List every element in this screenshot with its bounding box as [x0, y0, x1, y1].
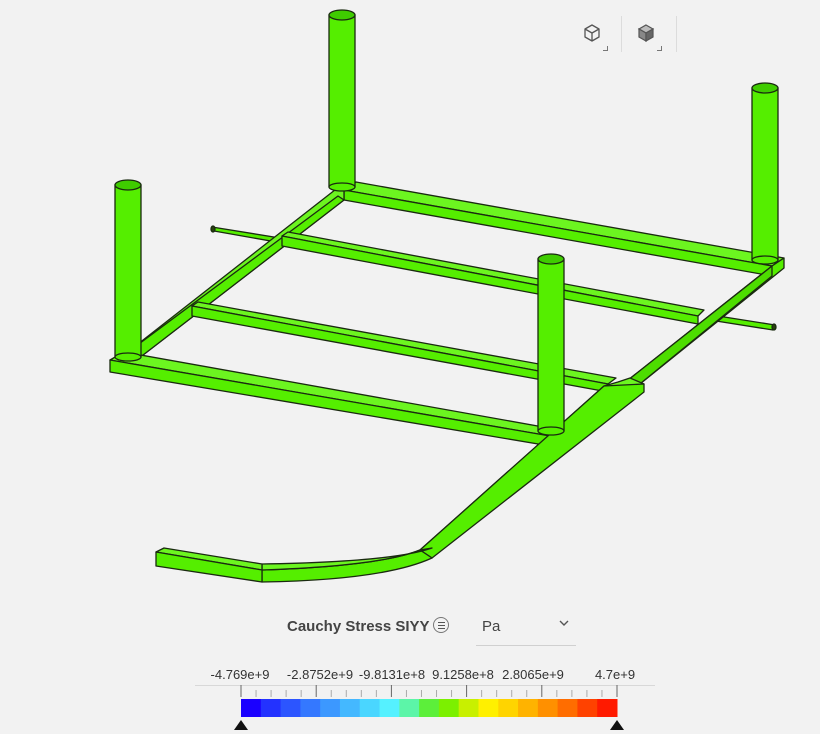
legend-color-swatch	[419, 699, 440, 717]
legend-tick-label: -4.769e+9	[210, 667, 270, 682]
legend-color-swatch	[478, 699, 499, 717]
rod-right	[715, 315, 777, 331]
legend-scale-labels: -4.769e+9 -2.8752e+9 -9.8131e+8 9.1258e+8 2.…	[195, 667, 655, 686]
legend-tick-label: 2.8065e+9	[502, 667, 564, 682]
toolbar-divider	[621, 16, 622, 52]
view-wireframe-button[interactable]	[578, 19, 608, 51]
legend-color-swatch	[241, 699, 262, 717]
legend-color-swatch	[577, 699, 598, 717]
toolbar-divider	[676, 16, 677, 52]
legend-color-swatch	[260, 699, 282, 717]
legend-color-swatch	[379, 699, 400, 717]
legend-min-handle[interactable]	[234, 720, 248, 730]
legend-color-swatch	[359, 699, 381, 717]
post-front-left	[114, 179, 142, 362]
beam-curve	[155, 547, 433, 583]
legend-color-swatch	[339, 699, 361, 717]
legend-tick-label: 9.1258e+8	[432, 667, 494, 682]
legend-title: Cauchy Stress SIYY	[287, 618, 430, 635]
legend-color-swatch	[280, 699, 301, 717]
post-back-left	[328, 9, 356, 192]
view-solid-button[interactable]	[632, 19, 662, 51]
legend-color-swatch	[300, 699, 321, 717]
legend-color-swatch	[458, 699, 479, 717]
unit-value: Pa	[482, 618, 501, 635]
legend-color-swatch	[537, 699, 559, 717]
legend-tick-label: -2.8752e+9	[286, 667, 354, 682]
legend-tick-label: 4.7e+9	[594, 667, 636, 682]
unit-select[interactable]: Pa	[476, 609, 576, 646]
chevron-down-icon	[559, 620, 569, 626]
solid-cube-icon	[637, 24, 655, 43]
wireframe-cube-icon	[584, 24, 600, 42]
legend-color-swatch	[438, 699, 460, 717]
legend-color-swatch	[597, 699, 618, 717]
legend-color-swatch	[498, 699, 519, 717]
legend-tick-label: -9.8131e+8	[358, 667, 426, 682]
legend-color-swatch	[399, 699, 420, 717]
legend-color-swatch	[518, 699, 539, 717]
legend-color-swatch	[557, 699, 578, 717]
legend-max-handle[interactable]	[610, 720, 624, 730]
post-back-right	[751, 82, 779, 265]
frame-model[interactable]	[109, 9, 785, 583]
legend-color-swatch	[320, 699, 341, 717]
legend-menu-icon[interactable]	[433, 617, 449, 633]
beam-diagonal	[419, 377, 645, 559]
legend-color-bar	[234, 685, 624, 730]
post-front-right	[537, 253, 565, 436]
